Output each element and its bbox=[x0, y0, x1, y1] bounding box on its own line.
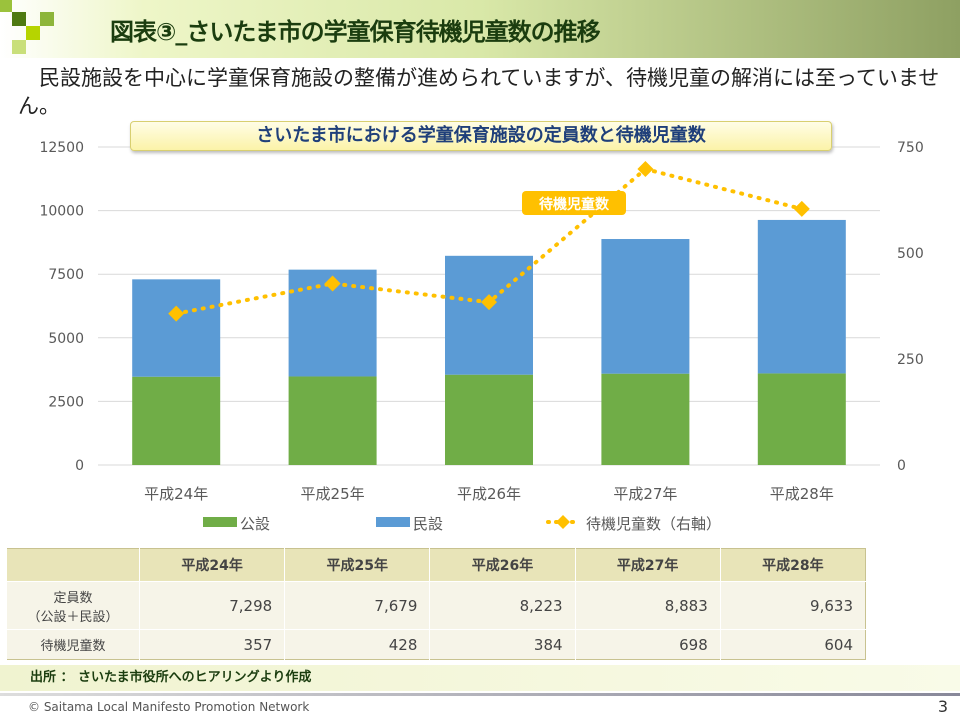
bar-公設 bbox=[132, 376, 221, 465]
y-left-tick-label: 0 bbox=[75, 458, 84, 474]
y-left-tick-label: 5000 bbox=[48, 331, 84, 347]
bar-公設 bbox=[288, 376, 377, 465]
decor-square bbox=[12, 12, 26, 26]
row-label: 定員数 （公設＋民設） bbox=[6, 581, 140, 630]
cell: 357 bbox=[138, 629, 285, 660]
table-header: 平成24年 bbox=[138, 548, 285, 582]
table-row: 定員数 （公設＋民設） 7,298 7,679 8,223 8,883 9,633 bbox=[6, 581, 866, 630]
decor-square bbox=[12, 40, 26, 54]
source-note: 出所 ： さいたま市役所へのヒアリングより作成 bbox=[0, 665, 960, 691]
y-right-tick-label: 250 bbox=[897, 352, 924, 368]
chart: 0 2500 5000 7500 10000 12500 0 250 500 750 平成24年 平成… bbox=[39, 140, 924, 533]
lead-text: 民設施設を中心に学童保育施設の整備が進められていますが、待機児童の解消には至って… bbox=[18, 66, 940, 118]
copyright: © Saitama Local Manifesto Promotion Netw… bbox=[28, 700, 310, 714]
line-point bbox=[168, 305, 185, 322]
table-header bbox=[6, 548, 140, 582]
cell: 384 bbox=[429, 629, 576, 660]
line-point bbox=[793, 200, 810, 217]
annotation-box bbox=[522, 191, 626, 215]
cell: 7,679 bbox=[284, 581, 430, 630]
decor-square bbox=[0, 0, 12, 12]
x-tick-label: 平成25年 bbox=[301, 485, 365, 503]
cell: 8,883 bbox=[574, 581, 721, 630]
table-header: 平成27年 bbox=[574, 548, 721, 582]
legend-swatch bbox=[376, 517, 410, 527]
table-header: 平成25年 bbox=[284, 548, 430, 582]
cell: 8,223 bbox=[429, 581, 576, 630]
x-tick-label: 平成28年 bbox=[770, 485, 834, 503]
x-tick-label: 平成24年 bbox=[144, 485, 208, 503]
cell: 7,298 bbox=[138, 581, 285, 630]
y-right-tick-label: 750 bbox=[897, 140, 924, 156]
legend-label: 民設 bbox=[413, 515, 443, 533]
chart-title: さいたま市における学童保育施設の定員数と待機児童数 bbox=[130, 121, 832, 151]
footer-divider bbox=[0, 693, 960, 696]
y-right-tick-label: 0 bbox=[897, 458, 906, 474]
bar-民設 bbox=[757, 219, 846, 374]
decor-square bbox=[40, 12, 54, 26]
bar-公設 bbox=[445, 374, 533, 465]
legend-swatch bbox=[203, 517, 237, 527]
cell: 428 bbox=[284, 629, 430, 660]
cell: 9,633 bbox=[719, 581, 866, 630]
bar-民設 bbox=[132, 279, 221, 377]
decor-square bbox=[26, 26, 40, 40]
y-right-tick-label: 500 bbox=[897, 246, 924, 262]
cell: 698 bbox=[574, 629, 721, 660]
table-row: 待機児童数 357 428 384 698 604 bbox=[6, 629, 866, 660]
line-point bbox=[481, 294, 497, 311]
table-header: 平成26年 bbox=[429, 548, 576, 582]
bar-公設 bbox=[601, 373, 690, 465]
y-left-tick-label: 2500 bbox=[48, 394, 84, 410]
row-label: 待機児童数 bbox=[6, 629, 140, 660]
line-point bbox=[637, 161, 654, 178]
legend-label: 待機児童数（右軸） bbox=[586, 515, 721, 533]
legend-marker bbox=[556, 515, 570, 529]
x-tick-label: 平成27年 bbox=[613, 485, 677, 503]
bar-民設 bbox=[601, 239, 690, 374]
table-header: 平成28年 bbox=[719, 548, 866, 582]
bar-民設 bbox=[445, 255, 533, 375]
legend-label: 公設 bbox=[240, 515, 270, 533]
annotation-label: 待機児童数 bbox=[539, 196, 610, 213]
bar-公設 bbox=[757, 373, 846, 465]
y-left-tick-label: 10000 bbox=[39, 204, 84, 220]
x-tick-label: 平成26年 bbox=[457, 485, 521, 503]
y-left-tick-label: 7500 bbox=[48, 267, 84, 283]
y-left-tick-label: 12500 bbox=[39, 140, 84, 156]
cell: 604 bbox=[719, 629, 866, 660]
line-point bbox=[324, 275, 341, 292]
page-number: 3 bbox=[937, 697, 948, 716]
data-table: 平成24年 平成25年 平成26年 平成27年 平成28年 定員数 （公設＋民設） 7,29… bbox=[6, 548, 866, 660]
page-title: 図表③_さいたま市の学童保育待機児童数の推移 bbox=[110, 18, 601, 46]
header-bar bbox=[0, 0, 960, 58]
